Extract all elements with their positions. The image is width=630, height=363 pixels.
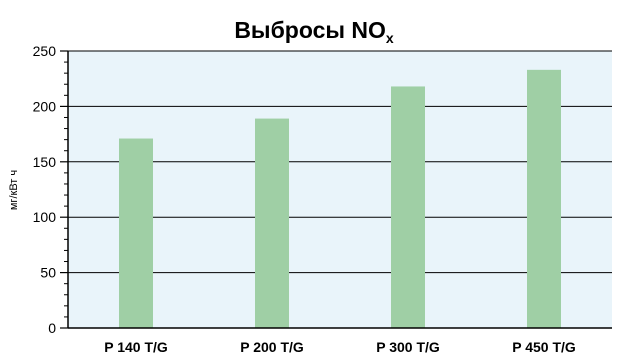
y-tick-label-200: 200 [33,98,57,114]
bar-p-450-t-g [527,69,561,328]
bar-p-300-t-g [391,86,425,329]
y-tick-labels: 0 50 100 150 200 250 [33,43,68,336]
x-category-label-2: P 300 T/G [376,339,440,355]
x-category-labels: P 140 T/G P 200 T/G P 300 T/G P 450 T/G [104,339,576,355]
bar-p-140-t-g [119,138,153,328]
y-tick-label-0: 0 [48,320,56,336]
chart-title-subscript: x [386,30,394,46]
y-tick-label-50: 50 [40,265,56,281]
y-tick-label-150: 150 [33,154,57,170]
x-category-label-1: P 200 T/G [240,339,304,355]
x-category-label-3: P 450 T/G [512,339,576,355]
y-tick-label-250: 250 [33,43,57,59]
bar-p-200-t-g [255,118,289,328]
y-axis-title: мг/кВт ч [8,170,20,210]
grid-lines [68,50,612,274]
chart-title-main: Выбросы NO [234,17,386,43]
chart-title: Выбросы NOx [234,17,394,46]
x-category-label-0: P 140 T/G [104,339,168,355]
axes [67,51,612,329]
y-tick-label-100: 100 [33,209,57,225]
plot-area [68,51,612,328]
bars [119,69,561,329]
